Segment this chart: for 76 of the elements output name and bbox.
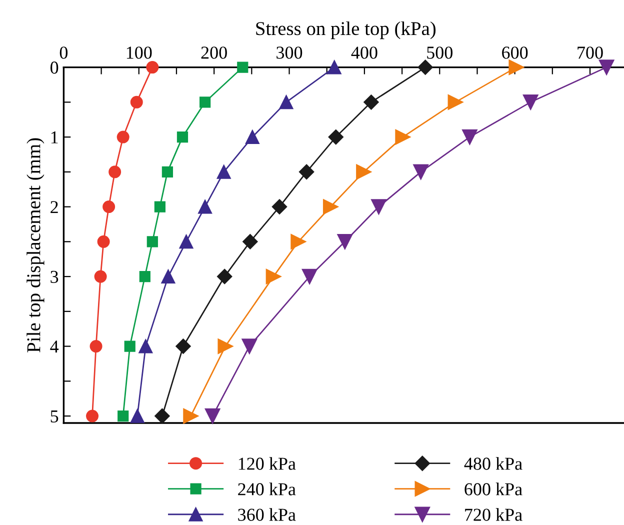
point [218, 338, 233, 354]
point [395, 129, 410, 145]
point [237, 62, 248, 73]
point [508, 60, 524, 75]
point [290, 234, 306, 250]
point [242, 338, 258, 354]
point [266, 268, 282, 284]
point [216, 164, 231, 179]
x-tick-label: 500 [427, 46, 452, 59]
legend-label: 480 kPa [464, 457, 522, 470]
point [102, 200, 116, 214]
point [302, 268, 318, 284]
point [162, 166, 174, 178]
point [176, 131, 188, 143]
x-tick-label: 400 [351, 46, 378, 59]
point [462, 129, 478, 145]
point [176, 338, 191, 354]
y-tick-label: 5 [50, 410, 58, 422]
point [124, 340, 136, 352]
point [199, 96, 211, 108]
point [298, 164, 314, 180]
point [204, 408, 220, 424]
x-tick-label: 0 [60, 46, 68, 59]
point [94, 270, 107, 283]
point [116, 130, 130, 144]
point [139, 270, 150, 282]
point [86, 410, 99, 422]
point [146, 236, 158, 248]
legend-label: 600 kPa [464, 482, 522, 496]
point [322, 199, 338, 214]
point [161, 270, 176, 284]
y-tick-label: 0 [50, 62, 58, 74]
point [598, 60, 614, 75]
legend-label: 720 kPa [465, 508, 522, 521]
point [413, 164, 428, 180]
x-tick-label: 100 [126, 46, 152, 59]
point [245, 130, 260, 144]
point [108, 166, 122, 178]
point [130, 409, 144, 423]
x-tick-label: 600 [502, 46, 528, 59]
y-tick-label: 1 [51, 131, 58, 144]
x-tick-label: 200 [201, 46, 227, 59]
legend-label: 120 kPa [238, 457, 296, 470]
point [118, 410, 129, 422]
point [183, 408, 198, 424]
point [179, 234, 194, 249]
y-tick-label: 3 [50, 270, 58, 283]
point [418, 60, 433, 75]
point [217, 268, 232, 284]
point [154, 408, 170, 424]
y-axis-title: Pile top displacement (mm) [26, 138, 44, 352]
point [138, 339, 153, 354]
point [198, 200, 212, 214]
point [130, 96, 143, 108]
point [242, 234, 258, 250]
point [279, 95, 294, 110]
point [448, 94, 464, 110]
legend-label: 360 kPa [238, 508, 296, 521]
x-tick-label: 300 [276, 46, 302, 59]
x-axis-title: Stress on pile top (kPa) [256, 21, 436, 40]
point [328, 129, 344, 145]
y-tick-label: 4 [50, 340, 59, 353]
point [356, 164, 372, 180]
point [90, 340, 102, 353]
point [371, 199, 386, 214]
point [364, 94, 379, 110]
point [146, 61, 159, 74]
legend-label: 240 kPa [238, 482, 296, 496]
point [327, 60, 342, 74]
y-tick-label: 2 [50, 201, 58, 214]
point [337, 234, 353, 250]
x-tick-label: 700 [578, 46, 603, 59]
point [522, 94, 538, 110]
point [97, 235, 110, 248]
point [272, 199, 288, 214]
point [154, 201, 166, 212]
